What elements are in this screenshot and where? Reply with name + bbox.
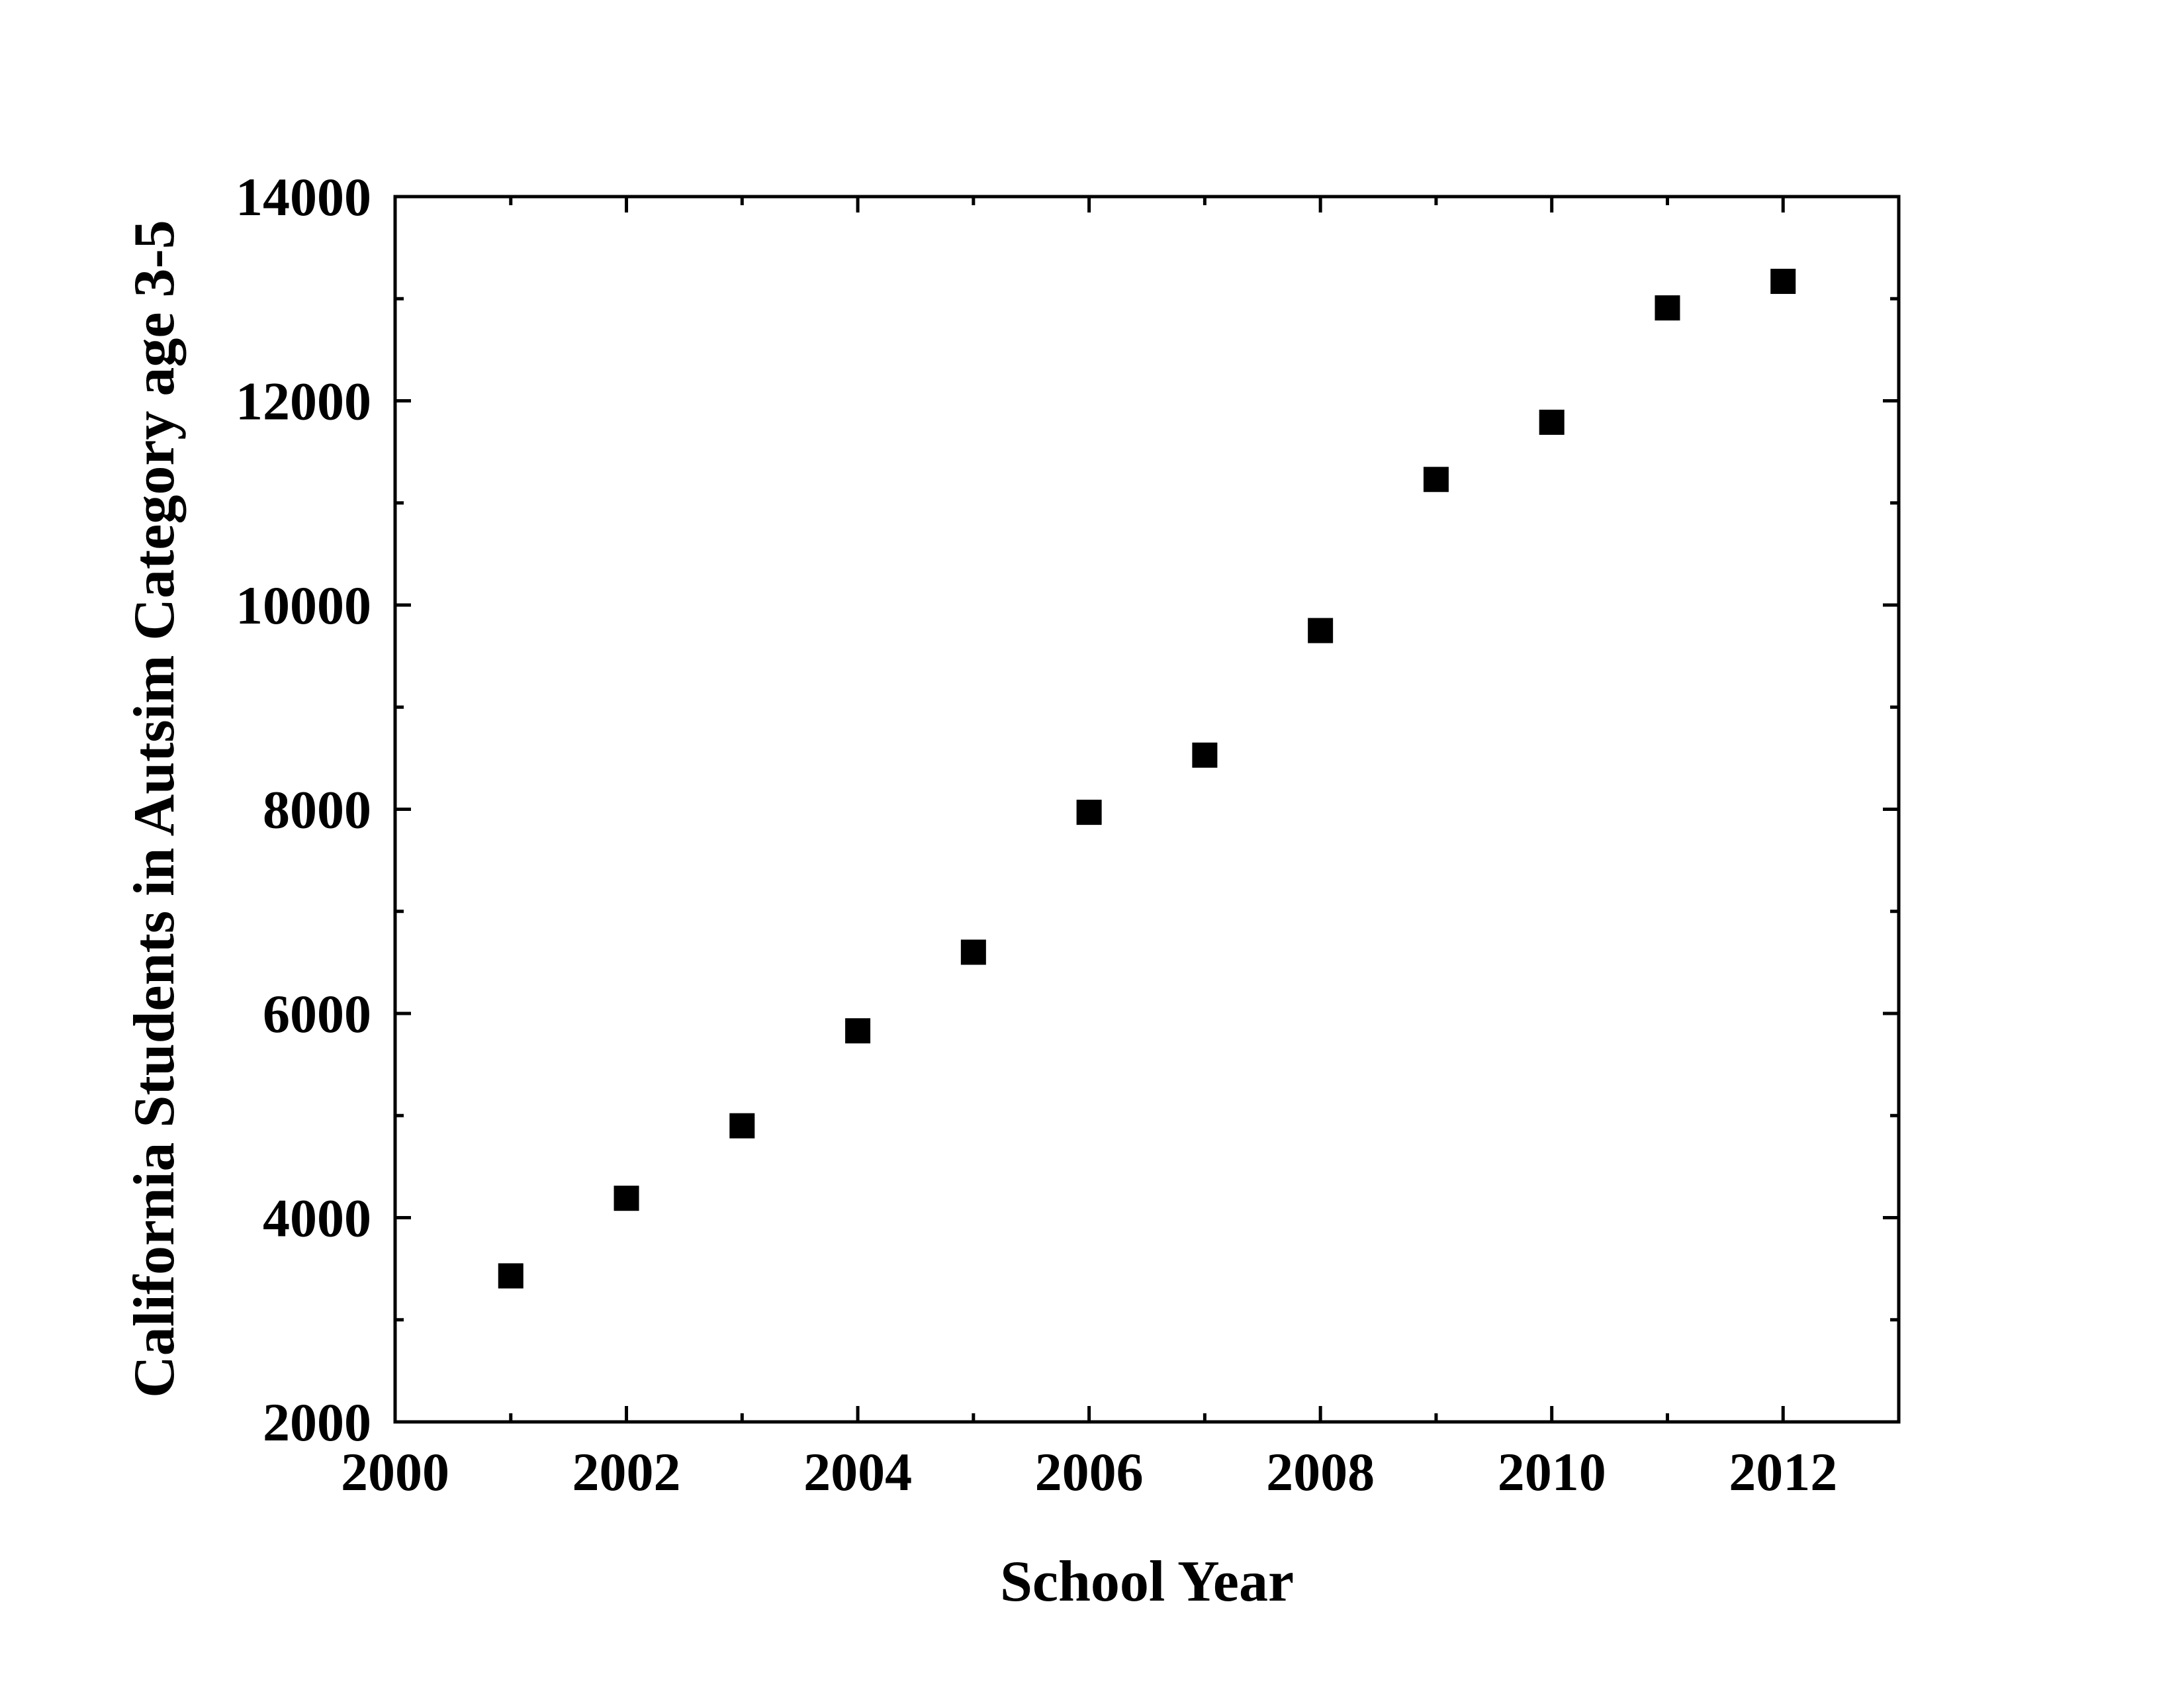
y-tick-label: 8000 (263, 780, 371, 840)
data-point (498, 1263, 523, 1289)
x-tick-label: 2008 (1266, 1442, 1375, 1502)
x-tick-label: 2002 (572, 1442, 681, 1502)
data-point (1655, 295, 1680, 321)
data-point (845, 1018, 871, 1044)
y-tick-label: 2000 (263, 1392, 371, 1452)
y-tick-label: 10000 (236, 575, 371, 635)
y-axis-tick-labels: 2000 4000 6000 8000 10000 12000 14000 (236, 167, 371, 1452)
y-axis-label: California Students in Autsim Category a… (122, 220, 187, 1398)
data-points (498, 269, 1796, 1289)
data-point (1192, 742, 1218, 768)
y-tick-label: 4000 (263, 1188, 371, 1248)
data-point (960, 939, 986, 965)
data-point (1770, 269, 1796, 295)
x-tick-label: 2006 (1035, 1442, 1144, 1502)
x-tick-label: 2004 (803, 1442, 912, 1502)
y-tick-label: 14000 (236, 167, 371, 227)
y-axis-ticks (395, 195, 1899, 1424)
x-tick-label: 2012 (1729, 1442, 1837, 1502)
y-tick-label: 6000 (263, 984, 371, 1044)
data-point (614, 1186, 639, 1211)
x-tick-label: 2010 (1498, 1442, 1606, 1502)
data-point (1308, 618, 1334, 643)
data-point (1076, 800, 1102, 825)
data-point (1539, 409, 1565, 435)
plot-frame (393, 195, 1901, 1424)
y-tick-label: 12000 (236, 371, 371, 432)
x-axis-ticks (393, 197, 1901, 1422)
x-tick-label: 2000 (341, 1442, 449, 1502)
x-axis-label: School Year (1000, 1550, 1294, 1614)
x-axis-tick-labels: 2000 2002 2004 2006 2008 2010 2012 (341, 1442, 1837, 1502)
data-point (729, 1113, 755, 1139)
data-point (1423, 467, 1449, 492)
